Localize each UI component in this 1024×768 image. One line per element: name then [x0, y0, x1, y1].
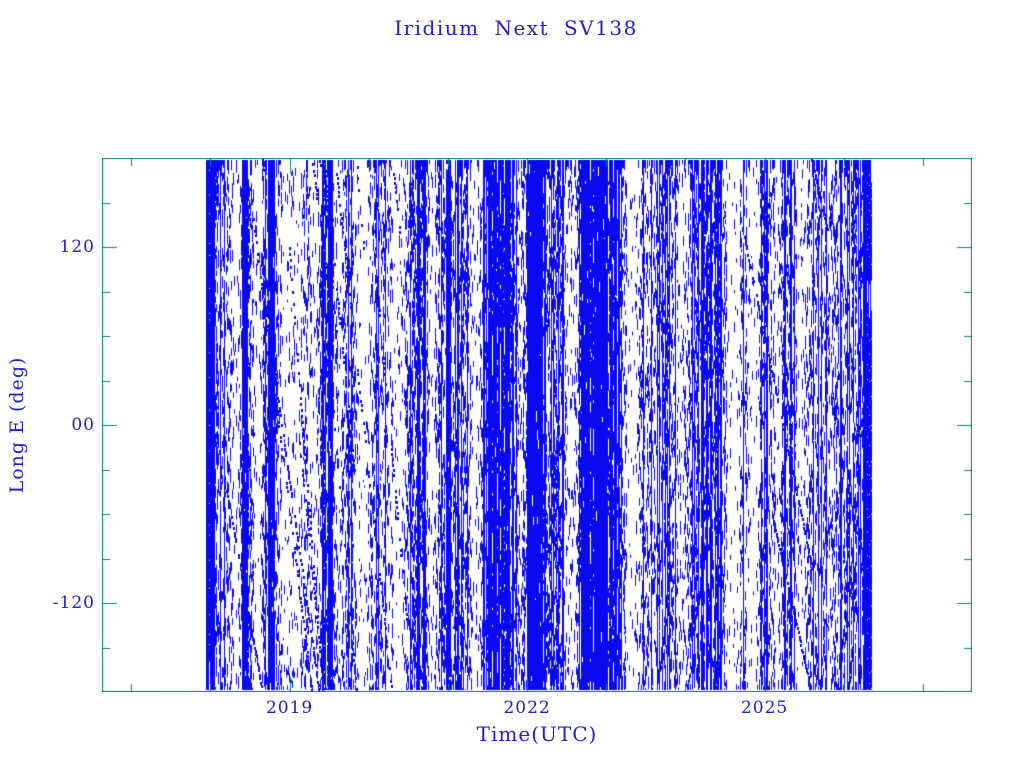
- y-tick-label: -120: [52, 593, 95, 613]
- x-tick-label: 2019: [265, 698, 314, 718]
- y-tick-label: 120: [59, 237, 95, 257]
- y-tick-label: 00: [71, 415, 95, 435]
- chart-title: Iridium Next SV138: [394, 16, 638, 40]
- x-tick-label: 2022: [503, 698, 551, 718]
- x-axis-label: Time(UTC): [476, 722, 598, 746]
- x-tick-label: 2025: [740, 698, 789, 718]
- plot-canvas: [102, 158, 972, 692]
